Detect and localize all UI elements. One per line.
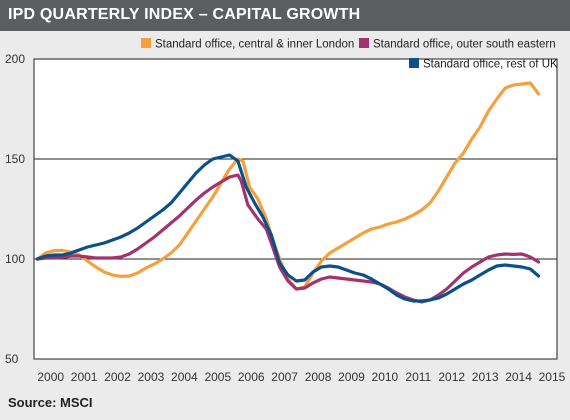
x-tick-label-2009: 2009	[338, 370, 365, 384]
source-note: Source: MSCI	[8, 395, 93, 410]
x-tick-label-2006: 2006	[238, 370, 265, 384]
x-tick-label-2002: 2002	[104, 370, 131, 384]
x-tick-label-2015: 2015	[539, 370, 566, 384]
chart-title: IPD QUARTERLY INDEX – CAPITAL GROWTH	[8, 6, 361, 23]
legend-label-2: Standard office, outer south eastern	[373, 39, 556, 51]
x-tick-label-2003: 2003	[138, 370, 165, 384]
x-tick-label-2012: 2012	[438, 370, 465, 384]
series-line-2	[35, 173, 541, 304]
x-tick-label-2011: 2011	[405, 370, 431, 384]
plot-area	[34, 59, 557, 359]
x-tick-label-2014: 2014	[505, 370, 532, 384]
legend-swatch-3	[409, 58, 419, 68]
x-tick-label-2008: 2008	[305, 370, 332, 384]
title-bar: IPD QUARTERLY INDEX – CAPITAL GROWTH	[0, 0, 570, 31]
y-tick-label-50: 50	[5, 352, 19, 366]
y-tick-label-100: 100	[5, 252, 25, 266]
y-tick-label-150: 150	[5, 152, 25, 166]
x-tick-label-2001: 2001	[71, 370, 98, 384]
series-line-3	[35, 153, 541, 303]
legend-swatch-2	[359, 38, 369, 48]
x-tick-label-2007: 2007	[271, 370, 298, 384]
x-tick-label-2010: 2010	[372, 370, 399, 384]
plot-border	[33, 58, 558, 360]
x-tick-label-2005: 2005	[204, 370, 231, 384]
x-tick-label-2000: 2000	[37, 370, 64, 384]
x-tick-label-2004: 2004	[171, 370, 198, 384]
legend-label-3: Standard office, rest of UK	[423, 59, 558, 71]
x-tick-label-2013: 2013	[472, 370, 499, 384]
y-tick-label-200: 200	[5, 52, 25, 66]
line-chart: 50 100 150 200 2000 2001 2002 2003 2004 2005 2006 2…	[5, 38, 566, 384]
legend-label-1: Standard office, central & inner London	[155, 39, 354, 51]
legend-swatch-1	[141, 38, 151, 48]
